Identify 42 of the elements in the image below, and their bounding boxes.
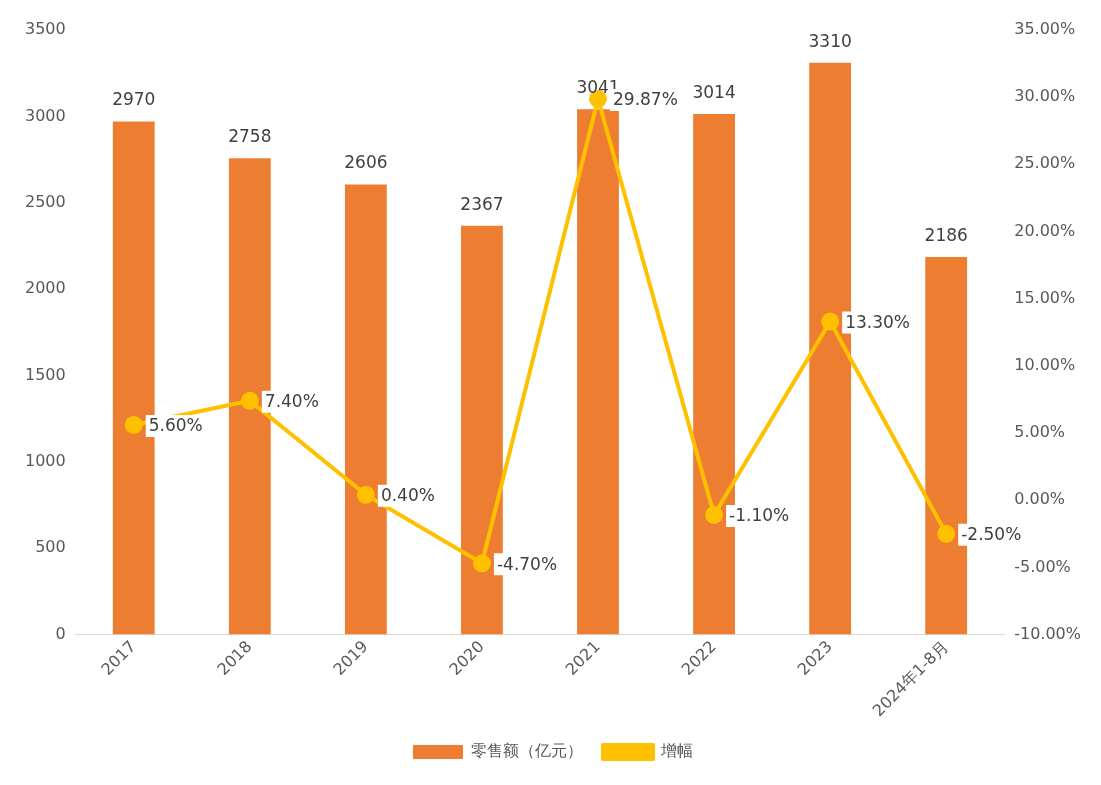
- point: [705, 505, 724, 524]
- y2-tick-label: 20.00%: [1014, 220, 1076, 240]
- data-label: 2758: [228, 126, 272, 147]
- y-tick-label: 3000: [25, 105, 66, 125]
- y2-tick-label: 5.00%: [1014, 422, 1066, 442]
- legend-label: 增幅: [660, 741, 693, 761]
- point: [472, 554, 491, 573]
- data-label: 13.30%: [845, 311, 910, 332]
- data-label: -4.70%: [496, 553, 558, 574]
- data-label: 3014: [692, 81, 736, 102]
- y2-tick-label: 35.00%: [1014, 19, 1076, 39]
- y2-tick-label: -5.00%: [1014, 556, 1071, 576]
- y2-tick-label: 30.00%: [1014, 86, 1076, 106]
- y2-tick-label: 25.00%: [1014, 153, 1076, 173]
- y2-tick-label: 10.00%: [1014, 355, 1076, 374]
- data-label: 7.40%: [264, 391, 319, 412]
- data-label: 3310: [808, 30, 852, 51]
- y2-tick-label: 0.00%: [1014, 489, 1066, 509]
- point: [240, 391, 259, 410]
- y-tick-label: 0: [55, 623, 66, 643]
- data-label: 2186: [924, 224, 968, 245]
- y2-tick-label: -10.00%: [1014, 623, 1081, 643]
- bar: [577, 109, 619, 635]
- point: [821, 312, 840, 331]
- data-label: 5.60%: [148, 415, 203, 436]
- y2-tick-label: 15.00%: [1014, 287, 1076, 307]
- y-tick-label: 3500: [25, 19, 66, 39]
- data-label: 0.40%: [380, 485, 435, 506]
- data-label: 2970: [112, 89, 156, 110]
- data-label: -2.50%: [961, 524, 1022, 545]
- y-tick-label: 500: [35, 537, 66, 557]
- y-tick-label: 1500: [25, 364, 66, 384]
- y-tick-label: 1000: [25, 450, 66, 470]
- data-label: 2367: [460, 193, 504, 214]
- y-tick-label: 2000: [25, 278, 66, 298]
- legend-label: 零售额（亿元）: [471, 741, 583, 761]
- y-tick-label: 2500: [25, 191, 66, 211]
- data-label: 2606: [344, 152, 388, 173]
- point: [356, 485, 375, 504]
- point: [124, 415, 143, 434]
- point: [937, 524, 956, 543]
- data-label: -1.10%: [729, 505, 790, 526]
